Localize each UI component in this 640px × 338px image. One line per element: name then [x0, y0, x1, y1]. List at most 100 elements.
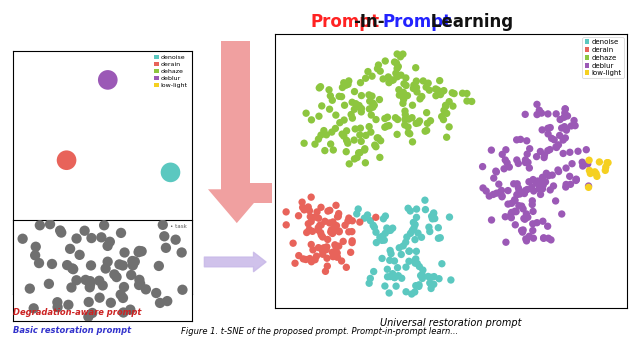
Point — [375, 69, 385, 74]
Point — [299, 141, 309, 146]
Point — [399, 81, 409, 87]
Point — [391, 284, 401, 289]
Point — [31, 244, 41, 249]
Point — [446, 277, 456, 283]
Point — [434, 276, 444, 282]
Point — [356, 109, 367, 115]
Point — [79, 228, 90, 234]
Point — [177, 250, 187, 255]
Point — [600, 168, 611, 173]
Point — [433, 225, 444, 231]
Point — [534, 183, 545, 189]
Point — [585, 171, 595, 176]
Point — [331, 202, 341, 208]
Point — [134, 248, 145, 254]
Point — [527, 198, 538, 203]
Point — [418, 267, 428, 273]
Point — [63, 302, 74, 308]
Point — [281, 209, 291, 215]
Point — [177, 287, 188, 292]
Point — [577, 160, 588, 165]
Point — [523, 215, 533, 220]
Point — [532, 102, 542, 107]
Point — [328, 230, 338, 236]
Point — [409, 225, 419, 231]
Point — [394, 92, 404, 98]
Point — [306, 219, 316, 224]
Point — [534, 186, 545, 192]
Point — [373, 136, 383, 141]
Point — [527, 202, 538, 207]
Point — [328, 228, 338, 234]
Point — [503, 201, 513, 207]
Point — [548, 183, 559, 189]
Point — [347, 229, 357, 234]
Point — [543, 236, 554, 241]
Point — [366, 112, 376, 118]
Point — [560, 106, 570, 112]
Point — [517, 230, 527, 235]
Point — [364, 124, 374, 129]
Point — [332, 254, 342, 260]
Point — [346, 112, 356, 117]
Point — [331, 245, 341, 250]
Point — [95, 295, 105, 300]
Point — [509, 181, 519, 187]
Point — [492, 191, 502, 196]
Point — [312, 254, 322, 259]
Point — [364, 92, 374, 98]
Point — [499, 166, 509, 171]
Point — [330, 242, 340, 247]
Point — [306, 194, 316, 200]
Point — [520, 157, 531, 163]
Point — [426, 118, 436, 123]
Point — [370, 142, 380, 148]
Point — [431, 93, 441, 98]
Point — [532, 112, 542, 117]
Point — [543, 148, 553, 153]
Point — [377, 238, 387, 243]
Point — [308, 247, 318, 252]
Point — [373, 62, 383, 68]
Point — [380, 116, 390, 121]
Point — [571, 177, 581, 183]
Point — [354, 103, 364, 108]
Point — [383, 274, 393, 280]
Point — [428, 211, 438, 217]
Point — [349, 156, 360, 162]
Point — [61, 158, 72, 163]
Point — [522, 138, 532, 144]
Point — [398, 90, 408, 95]
Point — [327, 231, 337, 236]
Point — [538, 183, 548, 188]
Point — [403, 206, 413, 211]
Point — [584, 183, 594, 189]
Point — [435, 235, 445, 240]
Point — [84, 299, 94, 305]
Point — [367, 93, 377, 99]
Point — [414, 282, 424, 288]
Point — [411, 283, 421, 288]
Point — [323, 209, 333, 214]
Point — [352, 155, 362, 160]
Point — [310, 141, 320, 147]
Point — [317, 234, 328, 240]
Point — [547, 172, 557, 178]
Point — [425, 280, 435, 286]
Point — [288, 241, 298, 246]
Point — [375, 235, 385, 240]
Point — [420, 207, 431, 212]
Point — [125, 307, 136, 312]
Point — [511, 137, 522, 143]
Point — [52, 305, 63, 310]
Point — [349, 89, 360, 94]
Point — [281, 222, 291, 227]
Point — [571, 178, 581, 183]
Point — [26, 243, 36, 248]
Point — [557, 125, 567, 131]
Point — [438, 117, 449, 122]
Point — [449, 91, 460, 96]
Point — [307, 228, 317, 234]
Point — [512, 157, 522, 163]
Point — [157, 222, 168, 227]
